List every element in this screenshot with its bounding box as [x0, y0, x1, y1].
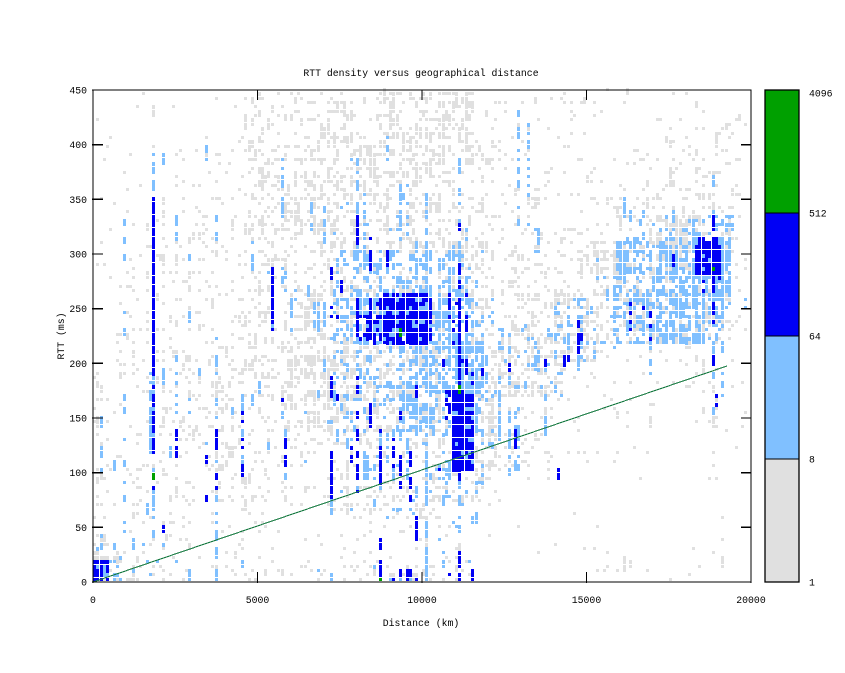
svg-text:350: 350 — [69, 195, 87, 206]
svg-text:15000: 15000 — [572, 595, 602, 606]
svg-text:150: 150 — [69, 414, 87, 425]
svg-text:300: 300 — [69, 250, 87, 261]
svg-text:10000: 10000 — [407, 595, 437, 606]
svg-text:200: 200 — [69, 359, 87, 370]
svg-text:50: 50 — [75, 523, 87, 534]
svg-text:64: 64 — [809, 332, 821, 343]
svg-text:RTT density versus geographica: RTT density versus geographical distance — [303, 68, 538, 79]
svg-text:250: 250 — [69, 304, 87, 315]
svg-text:5000: 5000 — [246, 595, 270, 606]
svg-text:20000: 20000 — [736, 595, 766, 606]
svg-text:1: 1 — [809, 578, 815, 589]
svg-text:0: 0 — [81, 578, 87, 589]
svg-text:8: 8 — [809, 455, 815, 466]
svg-text:0: 0 — [90, 595, 96, 606]
svg-text:4096: 4096 — [809, 89, 833, 100]
svg-text:450: 450 — [69, 86, 87, 97]
svg-text:RTT (ms): RTT (ms) — [56, 312, 67, 359]
svg-text:Distance (km): Distance (km) — [383, 618, 459, 629]
svg-text:100: 100 — [69, 468, 87, 479]
svg-text:512: 512 — [809, 209, 827, 220]
svg-text:400: 400 — [69, 140, 87, 151]
